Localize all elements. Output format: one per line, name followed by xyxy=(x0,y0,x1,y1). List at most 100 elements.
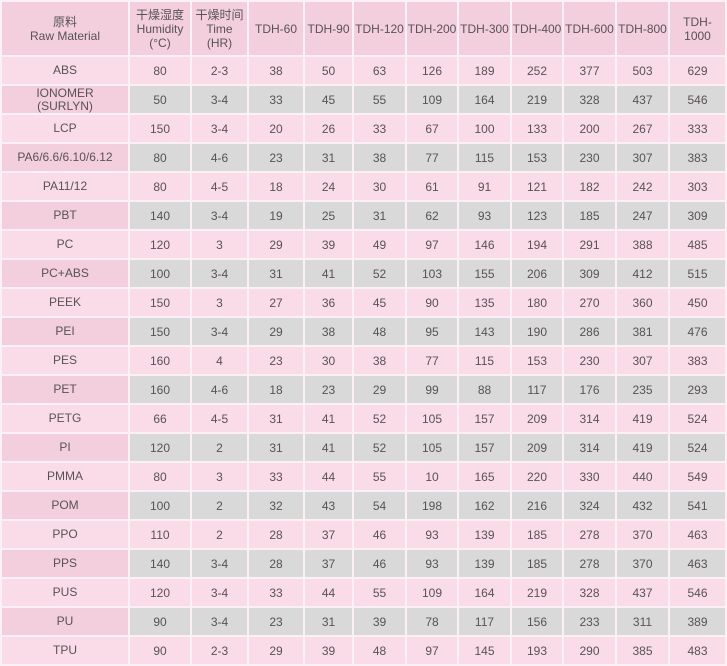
value-cell: 156 xyxy=(512,608,562,635)
value-cell: 476 xyxy=(670,318,725,345)
value-cell: 440 xyxy=(617,463,668,490)
column-header: TDH-600 xyxy=(564,2,615,55)
value-cell: 78 xyxy=(407,608,457,635)
value-cell: 2 xyxy=(192,434,247,461)
value-cell: 117 xyxy=(512,376,562,403)
value-cell: 37 xyxy=(305,550,352,577)
material-cell: PES xyxy=(2,347,128,374)
value-cell: 150 xyxy=(130,115,190,142)
value-cell: 91 xyxy=(459,173,510,200)
value-cell: 38 xyxy=(249,57,303,84)
value-cell: 38 xyxy=(354,347,405,374)
material-cell: PPO xyxy=(2,521,128,548)
material-cell: PPS xyxy=(2,550,128,577)
value-cell: 100 xyxy=(459,115,510,142)
value-cell: 55 xyxy=(354,463,405,490)
value-cell: 541 xyxy=(670,492,725,519)
value-cell: 50 xyxy=(130,86,190,113)
value-cell: 33 xyxy=(354,115,405,142)
value-cell: 31 xyxy=(249,260,303,287)
value-cell: 120 xyxy=(130,579,190,606)
value-cell: 4-5 xyxy=(192,405,247,432)
value-cell: 23 xyxy=(249,144,303,171)
value-cell: 93 xyxy=(407,550,457,577)
value-cell: 105 xyxy=(407,405,457,432)
value-cell: 52 xyxy=(354,405,405,432)
value-cell: 145 xyxy=(459,637,510,664)
value-cell: 278 xyxy=(564,521,615,548)
value-cell: 220 xyxy=(512,463,562,490)
value-cell: 29 xyxy=(249,318,303,345)
material-cell: PMMA xyxy=(2,463,128,490)
value-cell: 216 xyxy=(512,492,562,519)
value-cell: 31 xyxy=(305,608,352,635)
value-cell: 41 xyxy=(305,405,352,432)
value-cell: 180 xyxy=(512,289,562,316)
value-cell: 38 xyxy=(354,144,405,171)
value-cell: 93 xyxy=(459,202,510,229)
value-cell: 157 xyxy=(459,405,510,432)
value-cell: 293 xyxy=(670,376,725,403)
value-cell: 198 xyxy=(407,492,457,519)
value-cell: 43 xyxy=(305,492,352,519)
value-cell: 314 xyxy=(564,405,615,432)
value-cell: 120 xyxy=(130,231,190,258)
value-cell: 46 xyxy=(354,550,405,577)
value-cell: 48 xyxy=(354,637,405,664)
value-cell: 182 xyxy=(564,173,615,200)
value-cell: 67 xyxy=(407,115,457,142)
value-cell: 80 xyxy=(130,463,190,490)
value-cell: 546 xyxy=(670,86,725,113)
header-row: 原料 Raw Material 干燥湿度 Humidity (°C) 干燥时间 Ti… xyxy=(2,2,725,55)
value-cell: 45 xyxy=(305,86,352,113)
table-row: POM 100 2 32 43 54 198 162 216 324 432 541 xyxy=(2,492,725,519)
table-row: PES 160 4 23 30 38 77 115 153 230 307 383 xyxy=(2,347,725,374)
value-cell: 61 xyxy=(407,173,457,200)
value-cell: 140 xyxy=(130,550,190,577)
value-cell: 26 xyxy=(305,115,352,142)
value-cell: 80 xyxy=(130,57,190,84)
value-cell: 162 xyxy=(459,492,510,519)
value-cell: 3-4 xyxy=(192,86,247,113)
value-cell: 160 xyxy=(130,376,190,403)
value-cell: 3 xyxy=(192,289,247,316)
value-cell: 3-4 xyxy=(192,579,247,606)
value-cell: 33 xyxy=(249,463,303,490)
value-cell: 97 xyxy=(407,637,457,664)
value-cell: 483 xyxy=(670,637,725,664)
value-cell: 485 xyxy=(670,231,725,258)
value-cell: 10 xyxy=(407,463,457,490)
value-cell: 95 xyxy=(407,318,457,345)
value-cell: 291 xyxy=(564,231,615,258)
value-cell: 3-4 xyxy=(192,115,247,142)
value-cell: 2 xyxy=(192,521,247,548)
value-cell: 109 xyxy=(407,579,457,606)
value-cell: 549 xyxy=(670,463,725,490)
value-cell: 31 xyxy=(305,144,352,171)
value-cell: 209 xyxy=(512,434,562,461)
value-cell: 309 xyxy=(670,202,725,229)
value-cell: 235 xyxy=(617,376,668,403)
table-body: ABS 80 2-3 38 50 63 126 189 252 377 503 629 IONOMER … xyxy=(2,57,725,664)
value-cell: 157 xyxy=(459,434,510,461)
material-cell: PA6/6.6/6.10/6.12 xyxy=(2,144,128,171)
value-cell: 381 xyxy=(617,318,668,345)
value-cell: 153 xyxy=(512,144,562,171)
value-cell: 44 xyxy=(305,463,352,490)
value-cell: 383 xyxy=(670,347,725,374)
table-row: ABS 80 2-3 38 50 63 126 189 252 377 503 629 xyxy=(2,57,725,84)
value-cell: 139 xyxy=(459,521,510,548)
value-cell: 63 xyxy=(354,57,405,84)
column-header: 干燥湿度 Humidity (°C) xyxy=(130,2,190,55)
value-cell: 41 xyxy=(305,434,352,461)
table-row: PI 120 2 31 41 52 105 157 209 314 419 524 xyxy=(2,434,725,461)
material-cell: PC+ABS xyxy=(2,260,128,287)
value-cell: 139 xyxy=(459,550,510,577)
value-cell: 3 xyxy=(192,231,247,258)
value-cell: 419 xyxy=(617,434,668,461)
value-cell: 278 xyxy=(564,550,615,577)
value-cell: 194 xyxy=(512,231,562,258)
value-cell: 110 xyxy=(130,521,190,548)
value-cell: 18 xyxy=(249,376,303,403)
table-row: PU 90 3-4 23 31 39 78 117 156 233 311 389 xyxy=(2,608,725,635)
